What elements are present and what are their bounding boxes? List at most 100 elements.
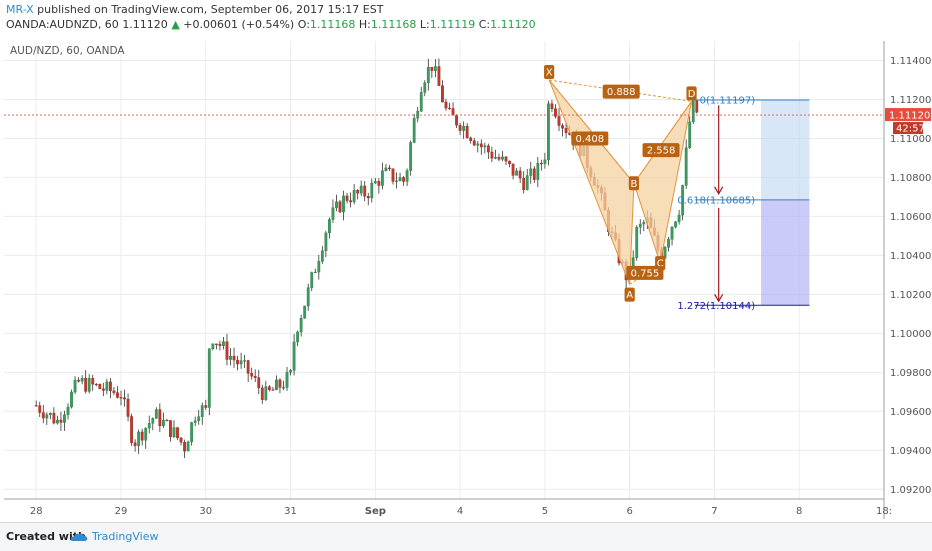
candle-body <box>335 201 338 208</box>
fib-label-618: 0.618(1.10685) <box>677 195 755 206</box>
candle-body <box>260 387 264 400</box>
candle-body <box>550 103 554 109</box>
ratio-label: 0.888 <box>602 84 640 99</box>
candle-body <box>105 381 109 391</box>
tradingview-brand[interactable]: TradingView <box>92 530 159 543</box>
candle-body <box>635 226 639 258</box>
candle-body <box>56 419 59 424</box>
candle-body <box>642 222 646 225</box>
candle <box>38 401 42 417</box>
open-value: 1.11168 <box>309 18 356 31</box>
label-bg <box>626 265 664 280</box>
y-tick-label: 1.09200 <box>890 485 931 496</box>
candle-body <box>176 427 179 439</box>
candle-body <box>536 162 540 180</box>
candle-body <box>151 418 155 424</box>
candle <box>684 139 688 189</box>
candle <box>486 143 490 159</box>
candlestick-chart[interactable]: 1.11400 1.11200 1.11000 1.10800 1.10600 1.104… <box>0 38 932 522</box>
candle-body <box>214 343 218 345</box>
high-label: H: <box>358 18 371 31</box>
candle <box>518 166 522 183</box>
candle <box>105 379 109 395</box>
candle <box>123 389 126 407</box>
candle <box>338 199 342 214</box>
candle <box>246 359 250 382</box>
candle-body <box>34 405 38 407</box>
candle <box>366 192 370 206</box>
candle-body <box>455 115 458 126</box>
candle <box>101 382 105 397</box>
candle-body <box>232 355 236 361</box>
candle-body <box>380 170 384 186</box>
label-text: C <box>657 259 664 270</box>
candle-body <box>144 427 148 441</box>
candle <box>193 416 197 427</box>
x-tick-label: Sep <box>365 506 386 517</box>
label-bg <box>624 287 635 302</box>
candle <box>430 67 434 79</box>
candle-body <box>363 185 367 197</box>
candle-body <box>123 397 126 400</box>
candle <box>296 330 300 347</box>
candle <box>52 407 56 425</box>
created-with-text: Created with <box>6 530 86 543</box>
candle <box>108 378 112 399</box>
arrow-head <box>714 293 724 303</box>
x-tick-label: 29 <box>115 506 128 517</box>
candle <box>501 150 504 162</box>
candle-body <box>539 162 543 165</box>
candle-body <box>253 376 257 378</box>
label-bg <box>571 131 609 146</box>
candle <box>497 153 501 162</box>
candle-body <box>66 406 70 415</box>
label-text: 0.408 <box>575 134 604 145</box>
candle-body <box>126 398 130 417</box>
candle-body <box>483 145 487 148</box>
y-tick-label: 1.10200 <box>890 290 931 301</box>
candle <box>229 348 232 366</box>
candle-body <box>388 167 391 169</box>
candle-body <box>154 409 158 419</box>
candle-body <box>370 182 374 199</box>
x-tick-label: 6 <box>626 506 632 517</box>
label-text: X <box>546 67 553 78</box>
candle <box>670 226 674 246</box>
point-label-d: D <box>686 86 697 101</box>
candle <box>303 305 307 319</box>
candle-body <box>41 412 45 419</box>
high-value: 1.11168 <box>370 18 417 31</box>
candle <box>306 283 310 311</box>
candle <box>681 184 685 221</box>
candle-body <box>137 431 141 446</box>
candle-body <box>331 207 335 220</box>
close-value: 1.11120 <box>490 18 536 31</box>
candle-body <box>296 331 300 343</box>
author-link[interactable]: MR-X <box>6 3 34 16</box>
candle <box>688 116 692 150</box>
candle-body <box>522 177 526 191</box>
candle-body <box>239 360 243 365</box>
candle <box>547 100 550 166</box>
candle <box>285 367 289 391</box>
candle-body <box>511 163 515 176</box>
candle <box>45 412 49 425</box>
point-label-a: A <box>624 287 635 302</box>
candle-body <box>674 221 677 228</box>
last-price-text: 1.11120 <box>122 18 168 31</box>
candle <box>56 415 59 425</box>
candle <box>282 380 285 391</box>
candle-body <box>313 271 317 274</box>
chart-title: AUD/NZD, 60, OANDA <box>10 45 125 57</box>
candle-body <box>554 108 557 117</box>
candle-body <box>437 66 441 86</box>
candle <box>465 123 469 139</box>
chart-header: MR-X published on TradingView.com, Septe… <box>0 0 932 38</box>
candle-body <box>444 101 448 109</box>
candle <box>342 190 345 221</box>
candle <box>494 149 497 160</box>
candle-body <box>395 180 398 182</box>
candle-body <box>494 157 497 159</box>
candle-body <box>222 341 225 346</box>
candle <box>214 343 218 350</box>
